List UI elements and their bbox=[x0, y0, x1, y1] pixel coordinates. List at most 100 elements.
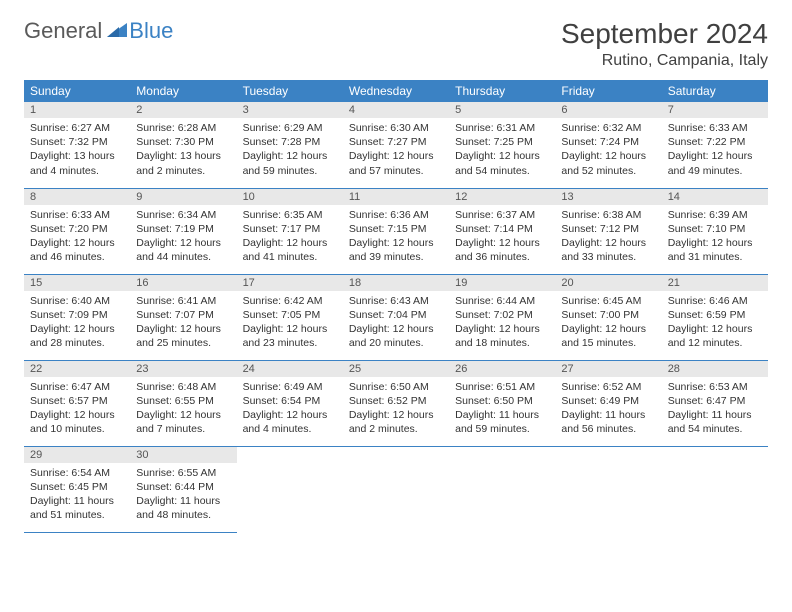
sunrise-line: Sunrise: 6:43 AM bbox=[349, 294, 443, 308]
daylight-line: Daylight: 12 hours and 15 minutes. bbox=[561, 322, 655, 350]
day-content: Sunrise: 6:43 AMSunset: 7:04 PMDaylight:… bbox=[343, 291, 449, 356]
calendar-body: 1Sunrise: 6:27 AMSunset: 7:32 PMDaylight… bbox=[24, 102, 768, 532]
daylight-line: Daylight: 12 hours and 44 minutes. bbox=[136, 236, 230, 264]
sunrise-line: Sunrise: 6:39 AM bbox=[668, 208, 762, 222]
calendar-cell: 28Sunrise: 6:53 AMSunset: 6:47 PMDayligh… bbox=[662, 360, 768, 446]
day-number: 13 bbox=[555, 189, 661, 205]
sunset-line: Sunset: 6:57 PM bbox=[30, 394, 124, 408]
day-number: 6 bbox=[555, 102, 661, 118]
logo: General Blue bbox=[24, 18, 173, 44]
calendar-cell: 22Sunrise: 6:47 AMSunset: 6:57 PMDayligh… bbox=[24, 360, 130, 446]
day-number: 17 bbox=[237, 275, 343, 291]
calendar-cell: 12Sunrise: 6:37 AMSunset: 7:14 PMDayligh… bbox=[449, 188, 555, 274]
calendar-cell bbox=[662, 446, 768, 532]
sunset-line: Sunset: 7:10 PM bbox=[668, 222, 762, 236]
daylight-line: Daylight: 12 hours and 33 minutes. bbox=[561, 236, 655, 264]
sunset-line: Sunset: 6:47 PM bbox=[668, 394, 762, 408]
day-content: Sunrise: 6:51 AMSunset: 6:50 PMDaylight:… bbox=[449, 377, 555, 442]
calendar-cell: 30Sunrise: 6:55 AMSunset: 6:44 PMDayligh… bbox=[130, 446, 236, 532]
day-number: 18 bbox=[343, 275, 449, 291]
daylight-line: Daylight: 12 hours and 59 minutes. bbox=[243, 149, 337, 177]
day-content: Sunrise: 6:29 AMSunset: 7:28 PMDaylight:… bbox=[237, 118, 343, 183]
calendar-cell: 6Sunrise: 6:32 AMSunset: 7:24 PMDaylight… bbox=[555, 102, 661, 188]
day-content: Sunrise: 6:49 AMSunset: 6:54 PMDaylight:… bbox=[237, 377, 343, 442]
daylight-line: Daylight: 12 hours and 39 minutes. bbox=[349, 236, 443, 264]
sunset-line: Sunset: 7:17 PM bbox=[243, 222, 337, 236]
sunrise-line: Sunrise: 6:29 AM bbox=[243, 121, 337, 135]
calendar-cell: 24Sunrise: 6:49 AMSunset: 6:54 PMDayligh… bbox=[237, 360, 343, 446]
sunrise-line: Sunrise: 6:37 AM bbox=[455, 208, 549, 222]
daylight-line: Daylight: 11 hours and 51 minutes. bbox=[30, 494, 124, 522]
daylight-line: Daylight: 11 hours and 48 minutes. bbox=[136, 494, 230, 522]
calendar-cell: 4Sunrise: 6:30 AMSunset: 7:27 PMDaylight… bbox=[343, 102, 449, 188]
sunset-line: Sunset: 7:27 PM bbox=[349, 135, 443, 149]
daylight-line: Daylight: 12 hours and 7 minutes. bbox=[136, 408, 230, 436]
daylight-line: Daylight: 13 hours and 4 minutes. bbox=[30, 149, 124, 177]
daylight-line: Daylight: 12 hours and 12 minutes. bbox=[668, 322, 762, 350]
sunset-line: Sunset: 6:49 PM bbox=[561, 394, 655, 408]
calendar-cell: 17Sunrise: 6:42 AMSunset: 7:05 PMDayligh… bbox=[237, 274, 343, 360]
day-number: 27 bbox=[555, 361, 661, 377]
daylight-line: Daylight: 12 hours and 2 minutes. bbox=[349, 408, 443, 436]
title-block: September 2024 Rutino, Campania, Italy bbox=[561, 18, 768, 70]
calendar-cell: 19Sunrise: 6:44 AMSunset: 7:02 PMDayligh… bbox=[449, 274, 555, 360]
day-content: Sunrise: 6:42 AMSunset: 7:05 PMDaylight:… bbox=[237, 291, 343, 356]
day-content: Sunrise: 6:50 AMSunset: 6:52 PMDaylight:… bbox=[343, 377, 449, 442]
sunrise-line: Sunrise: 6:40 AM bbox=[30, 294, 124, 308]
calendar-cell bbox=[237, 446, 343, 532]
day-content: Sunrise: 6:36 AMSunset: 7:15 PMDaylight:… bbox=[343, 205, 449, 270]
sunset-line: Sunset: 7:22 PM bbox=[668, 135, 762, 149]
day-content: Sunrise: 6:55 AMSunset: 6:44 PMDaylight:… bbox=[130, 463, 236, 528]
month-title: September 2024 bbox=[561, 18, 768, 50]
day-number: 12 bbox=[449, 189, 555, 205]
day-number: 3 bbox=[237, 102, 343, 118]
daylight-line: Daylight: 12 hours and 36 minutes. bbox=[455, 236, 549, 264]
daylight-line: Daylight: 12 hours and 54 minutes. bbox=[455, 149, 549, 177]
day-number: 30 bbox=[130, 447, 236, 463]
day-number: 1 bbox=[24, 102, 130, 118]
logo-text-general: General bbox=[24, 18, 102, 44]
sunrise-line: Sunrise: 6:33 AM bbox=[30, 208, 124, 222]
calendar-row: 22Sunrise: 6:47 AMSunset: 6:57 PMDayligh… bbox=[24, 360, 768, 446]
sunset-line: Sunset: 7:25 PM bbox=[455, 135, 549, 149]
sunrise-line: Sunrise: 6:33 AM bbox=[668, 121, 762, 135]
day-content: Sunrise: 6:40 AMSunset: 7:09 PMDaylight:… bbox=[24, 291, 130, 356]
sunset-line: Sunset: 7:12 PM bbox=[561, 222, 655, 236]
calendar-cell: 3Sunrise: 6:29 AMSunset: 7:28 PMDaylight… bbox=[237, 102, 343, 188]
calendar-cell: 15Sunrise: 6:40 AMSunset: 7:09 PMDayligh… bbox=[24, 274, 130, 360]
calendar-cell: 25Sunrise: 6:50 AMSunset: 6:52 PMDayligh… bbox=[343, 360, 449, 446]
sunrise-line: Sunrise: 6:35 AM bbox=[243, 208, 337, 222]
sunset-line: Sunset: 7:30 PM bbox=[136, 135, 230, 149]
calendar-cell: 2Sunrise: 6:28 AMSunset: 7:30 PMDaylight… bbox=[130, 102, 236, 188]
sunset-line: Sunset: 6:52 PM bbox=[349, 394, 443, 408]
day-content: Sunrise: 6:41 AMSunset: 7:07 PMDaylight:… bbox=[130, 291, 236, 356]
sunrise-line: Sunrise: 6:42 AM bbox=[243, 294, 337, 308]
day-content: Sunrise: 6:54 AMSunset: 6:45 PMDaylight:… bbox=[24, 463, 130, 528]
sunset-line: Sunset: 6:44 PM bbox=[136, 480, 230, 494]
calendar-cell: 9Sunrise: 6:34 AMSunset: 7:19 PMDaylight… bbox=[130, 188, 236, 274]
day-number: 10 bbox=[237, 189, 343, 205]
day-content: Sunrise: 6:46 AMSunset: 6:59 PMDaylight:… bbox=[662, 291, 768, 356]
daylight-line: Daylight: 12 hours and 46 minutes. bbox=[30, 236, 124, 264]
calendar-row: 1Sunrise: 6:27 AMSunset: 7:32 PMDaylight… bbox=[24, 102, 768, 188]
weekday-header: Thursday bbox=[449, 80, 555, 102]
weekday-header: Sunday bbox=[24, 80, 130, 102]
sunset-line: Sunset: 7:07 PM bbox=[136, 308, 230, 322]
daylight-line: Daylight: 11 hours and 54 minutes. bbox=[668, 408, 762, 436]
sunrise-line: Sunrise: 6:41 AM bbox=[136, 294, 230, 308]
sunset-line: Sunset: 6:55 PM bbox=[136, 394, 230, 408]
sunrise-line: Sunrise: 6:49 AM bbox=[243, 380, 337, 394]
day-content: Sunrise: 6:53 AMSunset: 6:47 PMDaylight:… bbox=[662, 377, 768, 442]
day-content: Sunrise: 6:52 AMSunset: 6:49 PMDaylight:… bbox=[555, 377, 661, 442]
day-number: 23 bbox=[130, 361, 236, 377]
day-content: Sunrise: 6:37 AMSunset: 7:14 PMDaylight:… bbox=[449, 205, 555, 270]
day-content: Sunrise: 6:33 AMSunset: 7:22 PMDaylight:… bbox=[662, 118, 768, 183]
daylight-line: Daylight: 12 hours and 31 minutes. bbox=[668, 236, 762, 264]
day-content: Sunrise: 6:33 AMSunset: 7:20 PMDaylight:… bbox=[24, 205, 130, 270]
calendar-cell: 16Sunrise: 6:41 AMSunset: 7:07 PMDayligh… bbox=[130, 274, 236, 360]
daylight-line: Daylight: 13 hours and 2 minutes. bbox=[136, 149, 230, 177]
day-content: Sunrise: 6:28 AMSunset: 7:30 PMDaylight:… bbox=[130, 118, 236, 183]
sunset-line: Sunset: 6:59 PM bbox=[668, 308, 762, 322]
sunrise-line: Sunrise: 6:32 AM bbox=[561, 121, 655, 135]
calendar-row: 15Sunrise: 6:40 AMSunset: 7:09 PMDayligh… bbox=[24, 274, 768, 360]
